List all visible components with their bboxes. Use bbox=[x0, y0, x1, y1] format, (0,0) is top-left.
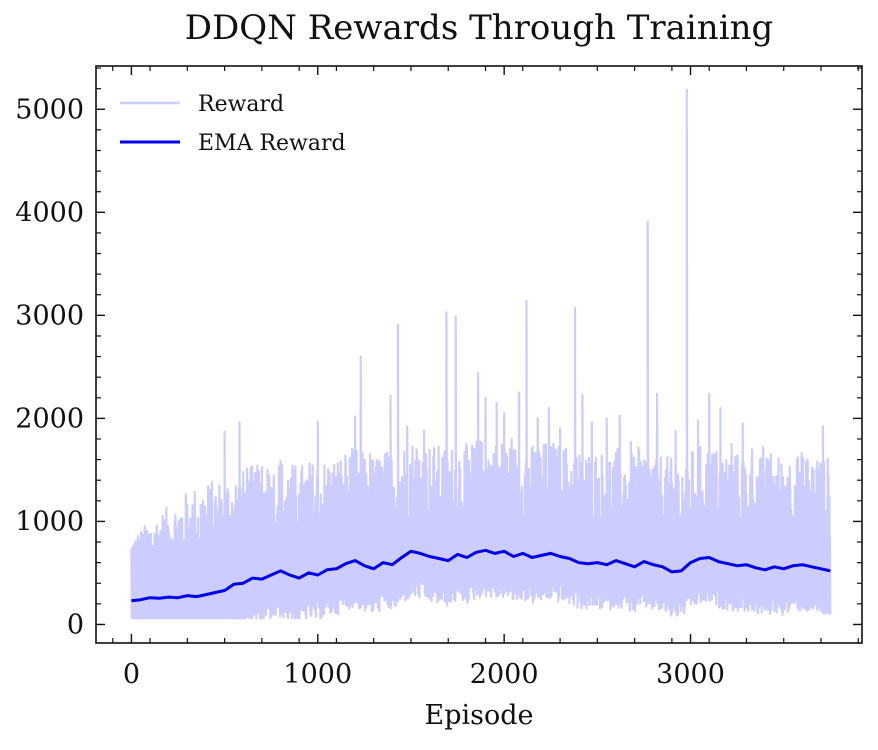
x-tick-label: 3000 bbox=[656, 659, 725, 690]
y-tick-label: 3000 bbox=[15, 300, 84, 331]
plot-frame bbox=[95, 65, 863, 644]
reward-series-line bbox=[130, 88, 832, 620]
x-tick-label: 2000 bbox=[470, 659, 539, 690]
x-tick-label: 1000 bbox=[283, 659, 352, 690]
legend-label: EMA Reward bbox=[198, 131, 346, 156]
y-tick-label: 5000 bbox=[15, 94, 84, 125]
y-tick-label: 0 bbox=[67, 609, 84, 640]
chart-title: DDQN Rewards Through Training bbox=[184, 8, 774, 48]
x-axis-label: Episode bbox=[424, 700, 534, 731]
ema-reward-series-line bbox=[131, 548, 831, 603]
y-tick-label: 4000 bbox=[15, 197, 84, 228]
y-tick-label: 2000 bbox=[15, 403, 84, 434]
x-tick-label: 0 bbox=[123, 659, 140, 690]
y-tick-label: 1000 bbox=[15, 506, 84, 537]
legend-label: Reward bbox=[198, 92, 284, 117]
